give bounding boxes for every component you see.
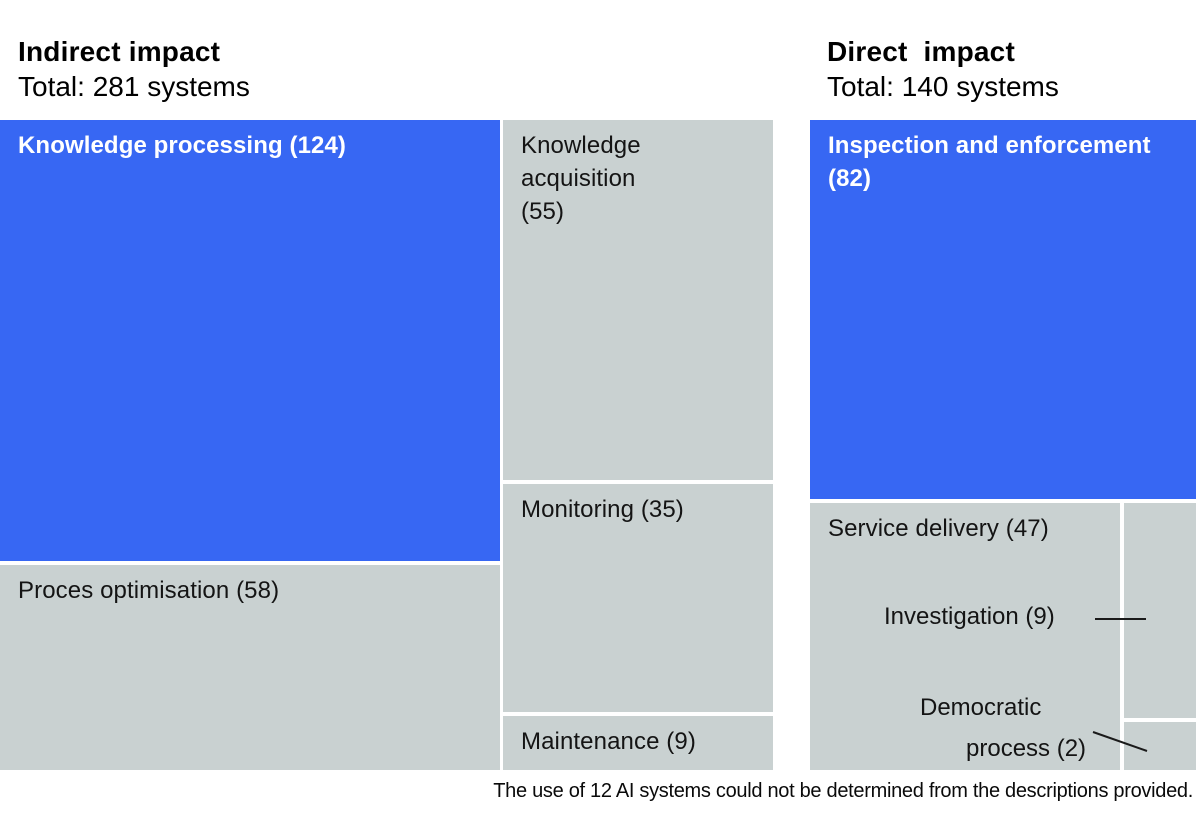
callout-label-investigation: Investigation (9)	[884, 603, 1055, 630]
treemap-cell-inspection-and-enforcement: Inspection and enforcement (82)	[810, 120, 1196, 499]
indirect-impact-title: Indirect impact	[18, 36, 221, 67]
indirect-impact-total: Total: 281 systems	[18, 71, 250, 102]
callout-label-democratic-line2: process (2)	[966, 735, 1087, 762]
cell-label-inspection-and-enforcement: Inspection and enforcement (82)	[828, 132, 1151, 192]
cell-label-monitoring: Monitoring (35)	[521, 496, 684, 523]
treemap-cell-proces-optimisation: Proces optimisation (58)	[0, 565, 500, 770]
cell-label-knowledge-processing: Knowledge processing (124)	[18, 132, 347, 159]
cell-label-knowledge-acquisition: Knowledge acquisition (55)	[521, 132, 641, 225]
treemap-cell-monitoring: Monitoring (35)	[503, 484, 773, 712]
treemap-cell-democratic-process	[1124, 722, 1196, 770]
direct-impact-header: Direct impact Total: 140 systems	[827, 34, 1059, 104]
treemap-cell-knowledge-acquisition: Knowledge acquisition (55)	[503, 120, 773, 480]
cell-label-service-delivery: Service delivery (47)	[828, 515, 1049, 542]
cell-label-maintenance: Maintenance (9)	[521, 728, 696, 755]
figure-footnote: The use of 12 AI systems could not be de…	[493, 780, 1193, 802]
direct-impact-total: Total: 140 systems	[827, 71, 1059, 102]
treemap-cell-investigation	[1124, 503, 1196, 718]
treemap-cell-knowledge-processing: Knowledge processing (124)	[0, 120, 500, 561]
callout-label-democratic-line1: Democratic	[920, 694, 1042, 721]
cell-label-proces-optimisation: Proces optimisation (58)	[18, 577, 280, 604]
direct-impact-title: Direct impact	[827, 36, 1015, 67]
treemap-cell-maintenance: Maintenance (9)	[503, 716, 773, 770]
indirect-impact-header: Indirect impact Total: 281 systems	[18, 34, 250, 104]
treemap-cell-service-delivery: Service delivery (47)	[810, 503, 1120, 770]
